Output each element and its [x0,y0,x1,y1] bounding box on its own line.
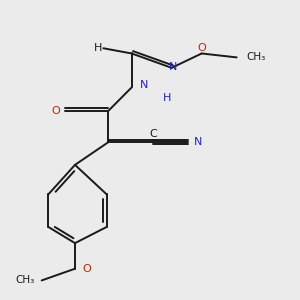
Text: H: H [94,43,103,53]
Text: CH₃: CH₃ [246,52,265,62]
Text: CH₃: CH₃ [16,275,35,285]
Text: O: O [82,264,91,274]
Text: H: H [163,93,171,103]
Text: C: C [149,129,157,139]
Text: O: O [51,106,60,116]
Text: O: O [197,43,206,53]
Text: N: N [169,61,178,71]
Text: N: N [194,137,202,147]
Text: N: N [140,80,148,90]
